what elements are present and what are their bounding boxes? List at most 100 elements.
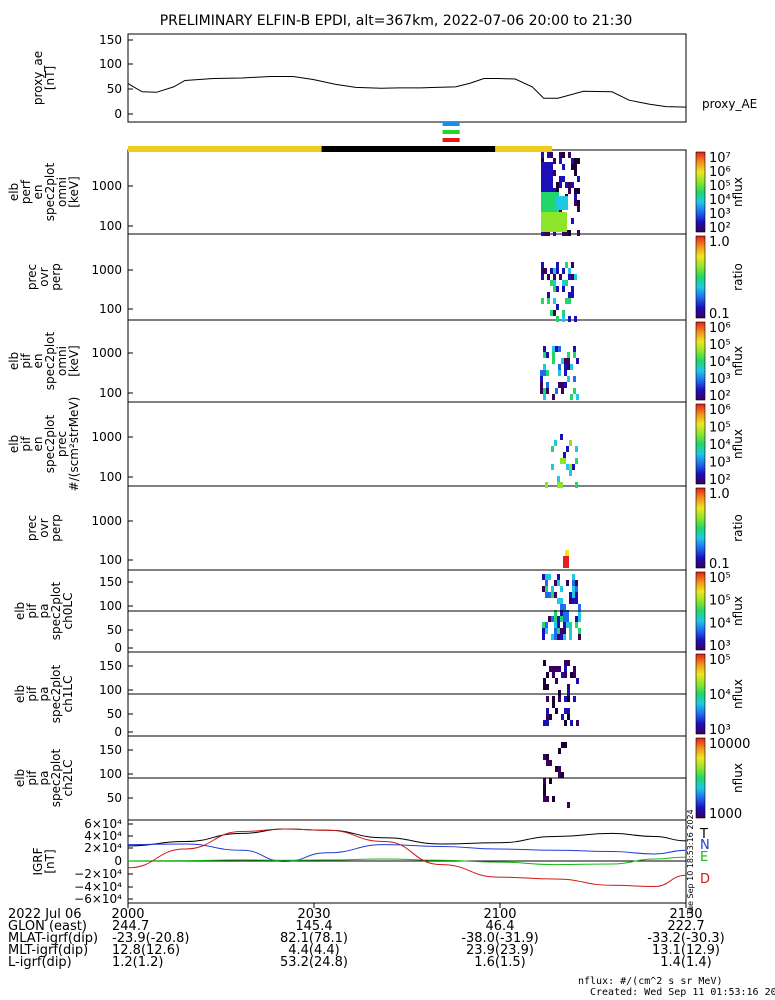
- spectrogram-cell: [543, 754, 546, 760]
- y-axis-label-line: pa: [37, 771, 51, 786]
- spectrogram-cell: [565, 298, 568, 304]
- y-axis-label-line: spec2plot: [43, 331, 57, 390]
- y-axis-label-line: elb: [7, 435, 21, 453]
- spectrogram-cell: [562, 286, 565, 292]
- spectrogram-cell: [557, 628, 560, 634]
- spectrogram-cell: [577, 188, 580, 194]
- spectrogram-cell: [557, 580, 560, 586]
- spectrogram-cell: [546, 754, 549, 760]
- spectrogram-cell: [545, 580, 548, 586]
- spectrogram-cell: [558, 370, 561, 376]
- spectrogram-cell: [560, 586, 563, 592]
- spectrogram-cell: [558, 382, 561, 388]
- spectrogram-cell: [560, 482, 563, 488]
- spectrogram-cell: [541, 152, 544, 158]
- spectrogram-cell: [544, 230, 547, 236]
- spectrogram-cell: [553, 274, 556, 280]
- colorbar-tick-label: 1.0: [709, 487, 730, 502]
- ephemeris-value: 53.2(24.8): [280, 955, 348, 970]
- spectrogram-cell: [543, 784, 546, 790]
- spectrogram-cell: [569, 634, 572, 640]
- spectrogram-cell: [564, 742, 567, 748]
- colorbar-elb_pa_ch2: 10000 1000 nflux: [695, 737, 750, 822]
- y-axis-label-line: en: [31, 437, 45, 452]
- spectrogram-cell: [571, 274, 574, 280]
- spectrogram-cell: [574, 188, 577, 194]
- spectrogram-cell: [560, 616, 563, 622]
- igrf-series-E: [127, 856, 687, 866]
- spectrogram-cell: [554, 622, 557, 628]
- igrf-series-N: [127, 843, 687, 863]
- spectrogram-cell: [553, 298, 556, 304]
- colorbar-tick-label: 10⁶: [709, 165, 731, 180]
- time-axis-tick-label: 2130: [669, 907, 702, 922]
- spectrogram-cell: [568, 152, 571, 158]
- y-axis-label-line: elb: [13, 685, 27, 703]
- spectrogram-cell: [567, 364, 570, 370]
- spectrogram-cell: [557, 574, 560, 580]
- spectrogram-cell: [572, 586, 575, 592]
- spectrogram-cell: [572, 592, 575, 598]
- spectrogram-cell: [541, 298, 544, 304]
- spectrogram-cell: [545, 628, 548, 634]
- proxy-ae-series-line: [127, 76, 687, 108]
- colorbar-tick-label: 10⁷: [709, 151, 731, 166]
- y-axis-label-line: #/(scm²strMeV): [67, 397, 81, 492]
- sunlight-eclipse-bar: [128, 122, 553, 152]
- spectrogram-cell: [569, 628, 572, 634]
- ratio-cell-high: [563, 556, 569, 568]
- spectrogram-cell: [551, 586, 554, 592]
- y-axis-label-line: proxy_ae: [31, 51, 45, 105]
- footnote-units: nflux: #/(cm^2 s sr MeV): [578, 976, 723, 987]
- spectrogram-cell: [548, 574, 551, 580]
- spectrogram-cell: [552, 796, 555, 802]
- y-tick-label: 100: [99, 599, 122, 613]
- y-axis-label-line: omni: [55, 177, 69, 207]
- spectrogram-cell: [575, 580, 578, 586]
- colorbar-gradient: [695, 235, 706, 319]
- spectrogram-cell: [556, 188, 559, 194]
- y-tick-label: 150: [99, 33, 122, 47]
- spectrogram-cell: [570, 364, 573, 370]
- spectrogram-cell: [558, 696, 561, 702]
- spectrogram-cell: [563, 610, 566, 616]
- spectrogram-cell: [562, 230, 565, 236]
- spectrogram-cell: [561, 672, 564, 678]
- spectrogram-cell: [561, 772, 564, 778]
- spectrogram-cell: [554, 610, 557, 616]
- spectrogram-cell: [553, 286, 556, 292]
- spectrogram-cell: [552, 672, 555, 678]
- spectrogram-cell: [567, 684, 570, 690]
- spectrogram-cell: [554, 592, 557, 598]
- y-axis-label-line: prec: [25, 264, 39, 290]
- colorbar-tick-label: 10⁴: [709, 438, 731, 453]
- spectrogram-cell: [549, 778, 552, 784]
- spectrogram-cell: [567, 376, 570, 382]
- pif-omni-spectrogram: [540, 346, 579, 400]
- spectrogram-cell: [560, 610, 563, 616]
- panel-frame: [127, 33, 687, 123]
- spectrogram-cell: [552, 702, 555, 708]
- spectrogram-cell: [557, 634, 560, 640]
- ephemeris-value: -23.9(-20.8): [112, 931, 189, 946]
- colorbar-unit-label: nflux: [731, 596, 745, 626]
- y-tick-label: 100: [99, 219, 122, 233]
- spectrogram-cell: [563, 634, 566, 640]
- colorbar-gradient: [695, 321, 706, 401]
- spectrogram-cell: [543, 346, 546, 352]
- spectrogram-cell: [574, 200, 577, 206]
- spectrogram-cell: [560, 598, 563, 604]
- spectrogram-cell: [571, 262, 574, 268]
- y-tick-label: 6×10⁴: [84, 817, 122, 831]
- spectrogram-cell: [545, 586, 548, 592]
- spectrogram-cell: [564, 382, 567, 388]
- spectrogram-cell: [560, 628, 563, 634]
- spectrogram-cell: [543, 778, 546, 784]
- ephemeris-value: 222.7: [667, 919, 704, 934]
- y-axis-label-line: pif: [25, 603, 39, 619]
- spectrogram-cell: [548, 616, 551, 622]
- y-tick-label: 1000: [91, 263, 122, 277]
- spectrogram-cell: [571, 158, 574, 164]
